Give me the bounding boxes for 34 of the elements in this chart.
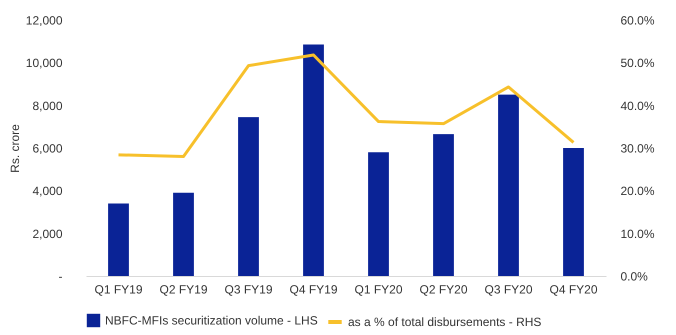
legend-label: as a % of total disbursements - RHS (348, 315, 542, 329)
x-tick-label: Q4 FY19 (289, 282, 338, 296)
y2-tick-label: 10.0% (620, 226, 655, 241)
y-tick-label: 12,000 (26, 14, 63, 28)
x-tick-label: Q2 FY20 (419, 282, 468, 296)
bar (498, 94, 519, 276)
y2-tick-label: 30.0% (620, 142, 655, 156)
bar (563, 148, 584, 276)
y-tick-label: - (58, 270, 62, 284)
bar (238, 117, 259, 276)
y2-tick-label: 40.0% (620, 98, 655, 113)
bar (173, 192, 194, 276)
x-tick-label: Q3 FY19 (224, 282, 273, 296)
y2-tick-label: 60.0% (620, 14, 655, 28)
y2-tick-label: 20.0% (620, 184, 655, 198)
bar (368, 152, 389, 276)
bar (108, 203, 129, 276)
y-axis-title: Rs. crore (8, 124, 22, 173)
y-tick-label: 4,000 (32, 184, 63, 198)
y2-tick-label: 50.0% (620, 56, 655, 70)
y2-tick-label: 0.0% (620, 270, 648, 284)
x-tick-label: Q1 FY20 (354, 282, 403, 296)
legend-label: NBFC-MFIs securitization volume - LHS (105, 314, 318, 328)
x-tick-label: Q1 FY19 (94, 282, 143, 296)
line-series (117, 53, 575, 158)
x-tick-label: Q2 FY19 (159, 282, 208, 296)
x-tick-label: Q4 FY20 (549, 282, 598, 296)
bar (303, 44, 324, 276)
x-tick-label: Q3 FY20 (484, 282, 533, 296)
y-tick-label: 10,000 (26, 56, 63, 70)
y-tick-label: 8,000 (32, 98, 63, 113)
y-tick-label: 2,000 (32, 226, 63, 241)
y-tick-label: 6,000 (32, 142, 63, 156)
bar (433, 134, 454, 276)
